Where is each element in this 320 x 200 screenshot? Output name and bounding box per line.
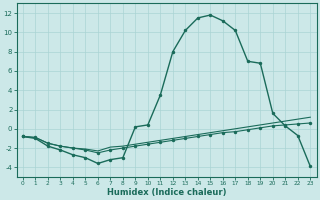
X-axis label: Humidex (Indice chaleur): Humidex (Indice chaleur) bbox=[107, 188, 226, 197]
